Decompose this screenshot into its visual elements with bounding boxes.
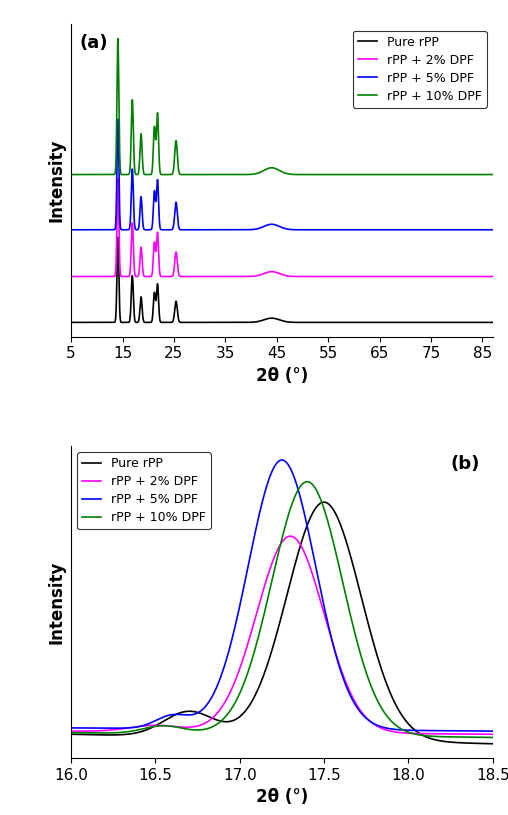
rPP + 10% DPF: [145, 170, 151, 179]
Pure rPP: [145, 318, 151, 328]
rPP + 2% DPF: [229, 271, 235, 281]
rPP + 10% DPF: [478, 733, 484, 742]
rPP + 5% DPF: [68, 225, 74, 235]
Pure rPP: [68, 318, 74, 328]
rPP + 10% DPF: [89, 728, 96, 738]
Line: rPP + 2% DPF: rPP + 2% DPF: [71, 178, 493, 276]
Pure rPP: [68, 729, 74, 739]
rPP + 2% DPF: [262, 579, 268, 589]
rPP + 5% DPF: [478, 726, 484, 736]
Line: rPP + 5% DPF: rPP + 5% DPF: [71, 460, 493, 731]
rPP + 2% DPF: [490, 729, 496, 739]
rPP + 5% DPF: [415, 225, 421, 235]
Text: (b): (b): [451, 456, 480, 474]
Line: Pure rPP: Pure rPP: [71, 237, 493, 323]
rPP + 2% DPF: [342, 271, 348, 281]
rPP + 2% DPF: [478, 729, 484, 739]
rPP + 2% DPF: [68, 726, 74, 736]
Pure rPP: [89, 730, 96, 740]
Line: rPP + 10% DPF: rPP + 10% DPF: [71, 38, 493, 174]
rPP + 5% DPF: [490, 726, 496, 736]
rPP + 10% DPF: [383, 170, 389, 179]
Pure rPP: [383, 318, 389, 328]
Y-axis label: Intensity: Intensity: [48, 560, 66, 644]
rPP + 5% DPF: [279, 455, 285, 465]
Y-axis label: Intensity: Intensity: [48, 139, 66, 222]
Pure rPP: [229, 318, 235, 328]
rPP + 2% DPF: [273, 548, 279, 557]
Pure rPP: [321, 318, 327, 328]
rPP + 10% DPF: [321, 170, 327, 179]
Pure rPP: [478, 738, 484, 748]
rPP + 10% DPF: [68, 170, 74, 179]
rPP + 2% DPF: [400, 728, 406, 738]
Line: rPP + 2% DPF: rPP + 2% DPF: [71, 536, 493, 734]
rPP + 2% DPF: [115, 174, 121, 183]
rPP + 10% DPF: [115, 33, 121, 43]
Pure rPP: [273, 631, 279, 641]
rPP + 2% DPF: [478, 729, 484, 739]
rPP + 5% DPF: [490, 225, 496, 235]
rPP + 2% DPF: [287, 531, 293, 541]
rPP + 10% DPF: [68, 728, 74, 738]
rPP + 2% DPF: [89, 726, 96, 736]
rPP + 2% DPF: [383, 271, 389, 281]
rPP + 10% DPF: [400, 725, 406, 735]
Pure rPP: [342, 318, 348, 328]
rPP + 5% DPF: [321, 225, 327, 235]
Line: rPP + 10% DPF: rPP + 10% DPF: [71, 482, 493, 738]
rPP + 5% DPF: [89, 723, 96, 733]
X-axis label: 2θ (°): 2θ (°): [256, 788, 308, 806]
rPP + 5% DPF: [273, 459, 279, 469]
rPP + 5% DPF: [383, 225, 389, 235]
Pure rPP: [400, 712, 406, 722]
Pure rPP: [321, 497, 327, 507]
Legend: Pure rPP, rPP + 2% DPF, rPP + 5% DPF, rPP + 10% DPF: Pure rPP, rPP + 2% DPF, rPP + 5% DPF, rP…: [353, 31, 487, 108]
Legend: Pure rPP, rPP + 2% DPF, rPP + 5% DPF, rPP + 10% DPF: Pure rPP, rPP + 2% DPF, rPP + 5% DPF, rP…: [77, 452, 211, 529]
rPP + 10% DPF: [262, 606, 268, 615]
Text: (a): (a): [80, 33, 108, 52]
X-axis label: 2θ (°): 2θ (°): [256, 367, 308, 385]
rPP + 5% DPF: [145, 225, 151, 235]
Pure rPP: [490, 739, 496, 749]
rPP + 10% DPF: [415, 170, 421, 179]
rPP + 5% DPF: [342, 225, 348, 235]
rPP + 10% DPF: [304, 477, 310, 487]
rPP + 10% DPF: [490, 733, 496, 742]
Pure rPP: [478, 738, 484, 748]
Pure rPP: [415, 318, 421, 328]
rPP + 2% DPF: [321, 271, 327, 281]
rPP + 10% DPF: [490, 170, 496, 179]
Pure rPP: [115, 232, 121, 242]
rPP + 10% DPF: [478, 733, 484, 742]
rPP + 5% DPF: [400, 725, 406, 735]
rPP + 5% DPF: [115, 114, 121, 124]
rPP + 2% DPF: [415, 271, 421, 281]
rPP + 2% DPF: [68, 271, 74, 281]
Pure rPP: [490, 318, 496, 328]
Line: Pure rPP: Pure rPP: [71, 502, 493, 744]
rPP + 5% DPF: [229, 225, 235, 235]
rPP + 5% DPF: [262, 487, 268, 497]
rPP + 10% DPF: [342, 170, 348, 179]
rPP + 5% DPF: [68, 723, 74, 733]
rPP + 2% DPF: [490, 271, 496, 281]
rPP + 5% DPF: [478, 726, 484, 736]
rPP + 10% DPF: [229, 170, 235, 179]
Pure rPP: [262, 667, 268, 676]
Line: rPP + 5% DPF: rPP + 5% DPF: [71, 119, 493, 230]
rPP + 10% DPF: [273, 557, 279, 567]
rPP + 2% DPF: [145, 271, 151, 281]
